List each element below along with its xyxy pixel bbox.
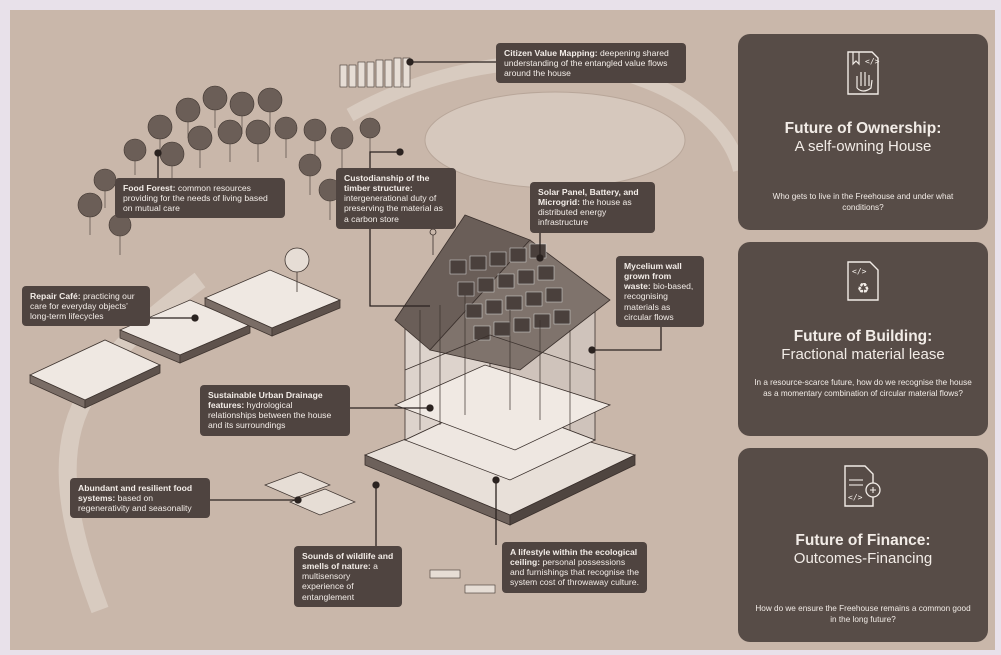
callout-text: the house as distributed energy infrastr… (538, 197, 632, 228)
callout-heading: Citizen Value Mapping: (504, 48, 598, 58)
callout-heading: A lifestyle within the ecological ceilin… (510, 547, 638, 568)
callout-text: practicing our care for everyday objects… (30, 291, 135, 322)
pond (424, 91, 686, 189)
callout-heading: Sustainable Urban Drainage features: (208, 390, 323, 411)
freehouse (363, 214, 637, 526)
future-of-finance-card: </> Future of Finance: Outcomes-Financin… (738, 448, 988, 642)
lifestyle-callout: A lifestyle within the ecological ceilin… (502, 542, 647, 593)
repair-cafe-platform (29, 247, 342, 409)
solar-panel-callout: Solar Panel, Battery, and Microgrid: the… (530, 182, 655, 233)
card-subtitle: Fractional material lease (781, 346, 945, 363)
svg-text:</>: </> (865, 57, 880, 66)
ownership-icon: </> (847, 51, 880, 95)
card-question: In a resource-scarce future, how do we r… (754, 378, 972, 398)
illustration-canvas: Citizen Value Mapping: deepening shared … (10, 10, 995, 650)
card-question: How do we ensure the Freehouse remains a… (755, 604, 971, 624)
tree (159, 141, 185, 182)
tree (303, 118, 327, 160)
solar-panels (449, 243, 571, 341)
callout-heading: Sounds of wildlife and smells of nature: (302, 551, 394, 572)
card-subtitle: A self-owning House (794, 138, 932, 155)
card-title: Future of Ownership: (784, 120, 942, 137)
callout-heading: Food Forest: (123, 183, 176, 193)
callout-text: intergenerational duty of preserving the… (344, 193, 443, 224)
callout-text: hydrological relationships between the h… (208, 400, 332, 431)
callout-text: common resources providing for the needs… (123, 183, 268, 214)
tree (108, 213, 132, 255)
callout-heading: Mycelium wall grown from waste: (624, 261, 682, 292)
building-icon: </> ♻ (847, 261, 879, 301)
citizen-value-mapping-callout: Citizen Value Mapping: deepening shared … (496, 43, 686, 84)
food-systems-callout: Abundant and resilient food systems: bas… (70, 478, 210, 519)
callout-text: personal possessions and furnishings tha… (510, 557, 639, 588)
callout-text: bio-based, recognising materials as circ… (624, 281, 694, 322)
street-furniture (429, 569, 496, 594)
tree (77, 192, 103, 235)
tree (274, 116, 298, 158)
food-forest-callout: Food Forest: common resources providing … (115, 178, 285, 219)
tree (330, 126, 354, 168)
leader-lines (150, 58, 662, 550)
callout-heading: Custodianship of the timber structure: (344, 173, 430, 194)
tree (123, 138, 147, 175)
tree (217, 119, 243, 162)
tree (359, 117, 381, 156)
callout-heading: Solar Panel, Battery, and Microgrid: (538, 187, 639, 208)
tree (298, 153, 322, 195)
callout-heading: Repair Café: (30, 291, 81, 301)
svg-text:</>: </> (852, 267, 867, 276)
storage-blocks (339, 57, 411, 88)
tree (175, 97, 201, 138)
custodianship-callout: Custodianship of the timber structure: i… (336, 168, 456, 229)
card-title: Future of Building: (793, 328, 933, 345)
tree (257, 87, 283, 130)
future-of-building-card: </> ♻ Future of Building: Fractional mat… (738, 242, 988, 436)
food-forest (77, 85, 381, 255)
urban-drainage-callout: Sustainable Urban Drainage features: hyd… (200, 385, 350, 436)
mycelium-wall-callout: Mycelium wall grown from waste: bio-base… (616, 256, 704, 327)
callout-heading: Abundant and resilient food systems: (78, 483, 193, 504)
tree (187, 125, 213, 168)
card-question: Who gets to live in the Freehouse and un… (772, 192, 954, 212)
future-of-ownership-card: </> Future of Ownership: A self-owning H… (738, 34, 988, 230)
finance-icon: </> (844, 465, 881, 507)
house-illustration (29, 55, 747, 614)
tree (202, 85, 228, 128)
repair-cafe-callout: Repair Café: practicing our care for eve… (22, 286, 150, 327)
card-subtitle: Outcomes-Financing (793, 550, 933, 567)
timber-frame (404, 295, 596, 430)
svg-text:</>: </> (848, 493, 863, 502)
card-title: Future of Finance: (795, 532, 931, 549)
tree (245, 119, 271, 162)
callout-text: deepening shared understanding of the en… (504, 48, 669, 79)
svg-text:♻: ♻ (857, 281, 870, 297)
tree (318, 178, 342, 220)
callout-text: based on regenerativity and seasonality (78, 493, 192, 514)
callout-text: a multisensory experience of entanglemen… (302, 561, 378, 602)
planting-beds (264, 471, 356, 516)
wildlife-callout: Sounds of wildlife and smells of nature:… (294, 546, 402, 607)
